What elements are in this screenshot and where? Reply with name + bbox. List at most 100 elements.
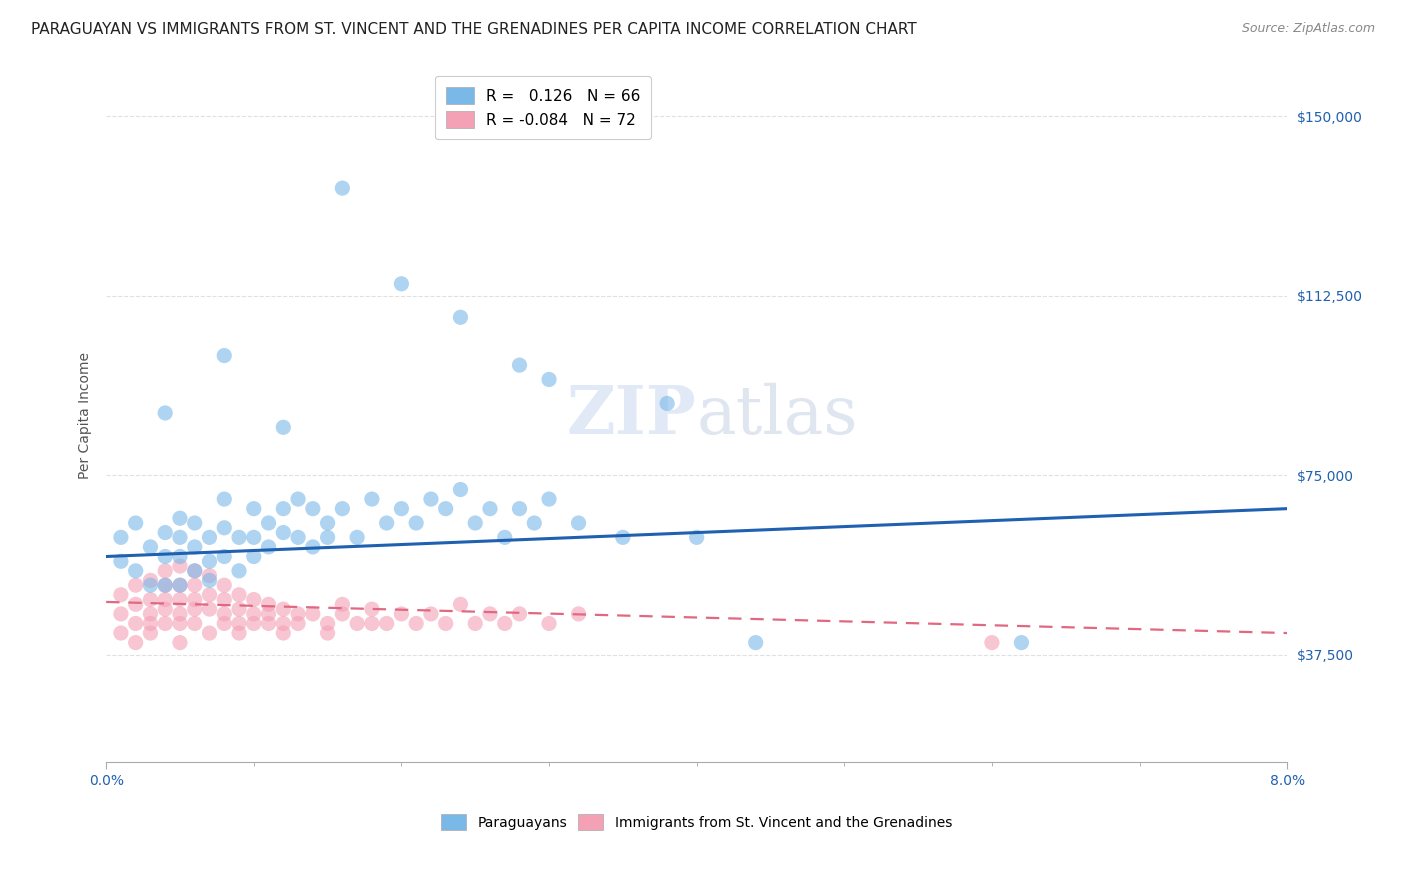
Point — [110, 607, 132, 621]
Point — [330, 607, 353, 621]
Point — [169, 578, 191, 592]
Point — [508, 501, 530, 516]
Point — [228, 602, 250, 616]
Point — [243, 592, 266, 607]
Point — [301, 607, 323, 621]
Point — [214, 607, 236, 621]
Point — [228, 564, 250, 578]
Point — [389, 277, 412, 291]
Point — [155, 525, 177, 540]
Point — [184, 516, 207, 530]
Point — [449, 310, 471, 325]
Point — [125, 598, 148, 612]
Point — [330, 598, 353, 612]
Point — [464, 616, 486, 631]
Point — [494, 616, 516, 631]
Point — [243, 616, 266, 631]
Point — [169, 592, 191, 607]
Point — [419, 492, 441, 507]
Point — [301, 501, 323, 516]
Point — [567, 516, 589, 530]
Point — [655, 396, 678, 410]
Point — [169, 559, 191, 574]
Point — [449, 598, 471, 612]
Point — [980, 635, 1002, 649]
Point — [537, 616, 560, 631]
Point — [243, 501, 266, 516]
Point — [612, 530, 634, 544]
Point — [271, 626, 294, 640]
Point — [287, 530, 309, 544]
Point — [243, 607, 266, 621]
Point — [257, 616, 280, 631]
Point — [346, 530, 368, 544]
Point — [214, 578, 236, 592]
Point — [257, 516, 280, 530]
Point — [139, 607, 162, 621]
Point — [287, 492, 309, 507]
Point — [110, 626, 132, 640]
Point — [330, 501, 353, 516]
Point — [184, 602, 207, 616]
Point — [198, 568, 221, 582]
Point — [257, 540, 280, 554]
Point — [198, 554, 221, 568]
Point — [125, 516, 148, 530]
Point — [523, 516, 546, 530]
Point — [169, 607, 191, 621]
Point — [228, 588, 250, 602]
Point — [243, 549, 266, 564]
Point — [214, 492, 236, 507]
Point — [271, 501, 294, 516]
Point — [198, 626, 221, 640]
Point — [214, 549, 236, 564]
Point — [1010, 635, 1032, 649]
Point — [744, 635, 766, 649]
Point — [243, 530, 266, 544]
Point — [139, 574, 162, 588]
Point — [198, 574, 221, 588]
Text: Source: ZipAtlas.com: Source: ZipAtlas.com — [1241, 22, 1375, 36]
Point — [375, 516, 398, 530]
Point — [110, 554, 132, 568]
Point — [537, 492, 560, 507]
Point — [478, 501, 501, 516]
Point — [155, 602, 177, 616]
Point — [125, 564, 148, 578]
Point — [155, 564, 177, 578]
Point — [346, 616, 368, 631]
Point — [139, 578, 162, 592]
Point — [271, 420, 294, 434]
Point — [257, 607, 280, 621]
Point — [389, 501, 412, 516]
Point — [405, 616, 427, 631]
Legend: Paraguayans, Immigrants from St. Vincent and the Grenadines: Paraguayans, Immigrants from St. Vincent… — [434, 807, 959, 838]
Point — [228, 626, 250, 640]
Point — [449, 483, 471, 497]
Point — [155, 549, 177, 564]
Point — [478, 607, 501, 621]
Point — [287, 607, 309, 621]
Point — [214, 592, 236, 607]
Point — [508, 358, 530, 372]
Point — [139, 540, 162, 554]
Point — [169, 511, 191, 525]
Point — [184, 540, 207, 554]
Point — [508, 607, 530, 621]
Point — [169, 578, 191, 592]
Point — [228, 530, 250, 544]
Point — [360, 492, 382, 507]
Point — [330, 181, 353, 195]
Point — [169, 530, 191, 544]
Point — [155, 592, 177, 607]
Point — [464, 516, 486, 530]
Point — [184, 564, 207, 578]
Point — [419, 607, 441, 621]
Point — [184, 616, 207, 631]
Point — [301, 540, 323, 554]
Point — [139, 626, 162, 640]
Point — [139, 616, 162, 631]
Point — [110, 530, 132, 544]
Point — [184, 564, 207, 578]
Point — [184, 592, 207, 607]
